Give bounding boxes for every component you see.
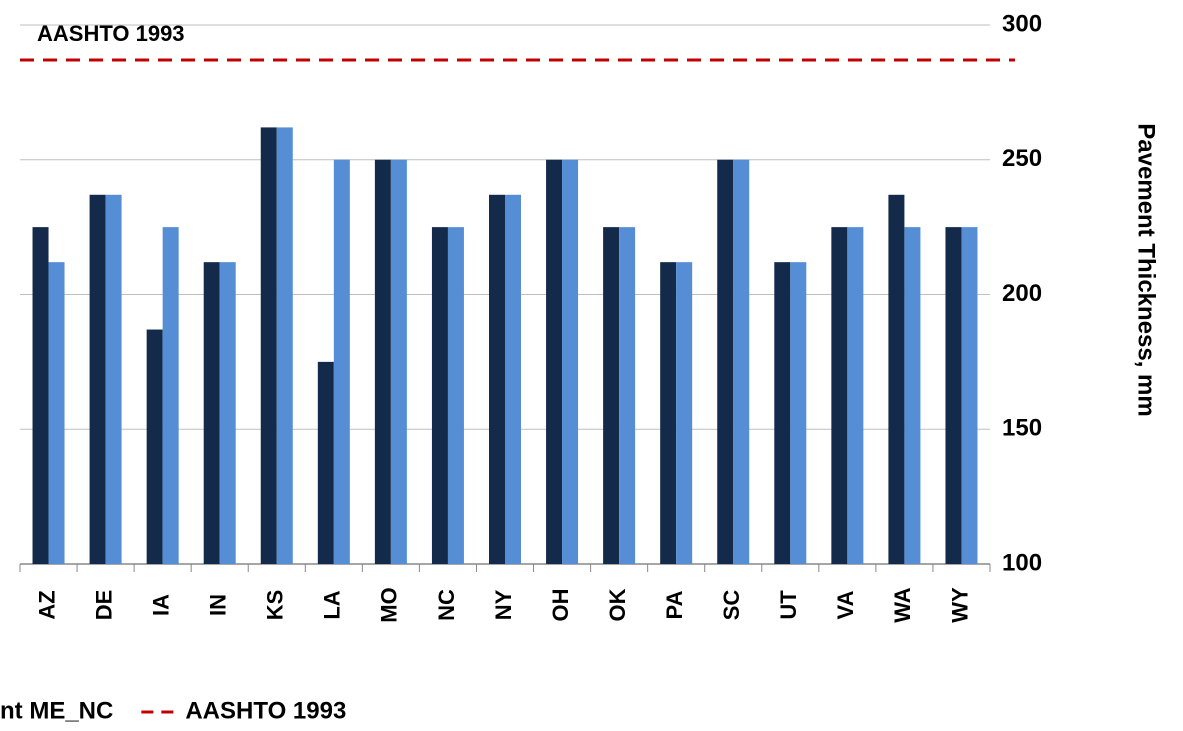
- bar: [146, 329, 163, 564]
- bar: [961, 227, 978, 564]
- x-tick-label: NY: [491, 589, 516, 620]
- x-tick-label: KS: [263, 590, 288, 621]
- y-tick-label: 200: [1002, 280, 1042, 307]
- x-tick-label: VA: [833, 590, 858, 619]
- y-axis-label: Pavement Thickness, mm: [1133, 123, 1160, 416]
- x-tick-label: WY: [947, 587, 972, 623]
- bar: [619, 227, 636, 564]
- bar: [717, 159, 734, 564]
- x-tick-label: LA: [320, 590, 345, 619]
- reference-label: AASHTO 1993: [37, 21, 185, 46]
- bar: [831, 227, 848, 564]
- x-tick-label: MO: [377, 587, 402, 622]
- bar: [546, 159, 563, 564]
- x-tick-label: DE: [91, 590, 116, 621]
- legend-label: nt ME_NC: [0, 697, 113, 724]
- bar: [774, 262, 791, 564]
- y-tick-label: 100: [1002, 549, 1042, 576]
- x-tick-label: SC: [719, 590, 744, 621]
- bar: [489, 194, 505, 564]
- x-tick-label: NC: [434, 589, 459, 621]
- bar: [390, 159, 407, 564]
- bar: [888, 194, 905, 564]
- bar: [260, 127, 277, 564]
- bar: [904, 227, 921, 564]
- bar: [660, 262, 677, 564]
- bar: [105, 194, 122, 564]
- y-tick-label: 150: [1002, 415, 1042, 442]
- x-tick-label: OK: [605, 588, 630, 621]
- bar: [790, 262, 807, 564]
- bar: [431, 227, 448, 564]
- bar: [374, 159, 391, 564]
- x-tick-label: AZ: [34, 590, 59, 619]
- bar: [562, 159, 579, 564]
- y-tick-label: 250: [1002, 145, 1042, 172]
- bar: [945, 227, 962, 564]
- bar: [603, 227, 620, 564]
- bar: [48, 262, 65, 564]
- bar: [847, 227, 864, 564]
- bar: [505, 194, 521, 564]
- x-tick-label: UT: [776, 590, 801, 620]
- bar: [203, 262, 220, 564]
- x-tick-label: OH: [548, 589, 573, 622]
- bar: [32, 227, 49, 564]
- bar: [276, 127, 293, 564]
- x-tick-label: WA: [890, 587, 915, 623]
- bar: [219, 262, 236, 564]
- bar: [447, 227, 464, 564]
- bar: [162, 227, 179, 564]
- x-tick-label: IN: [206, 594, 231, 616]
- bar: [333, 159, 350, 564]
- legend-label: AASHTO 1993: [185, 697, 346, 724]
- x-tick-label: IA: [148, 594, 173, 616]
- bar: [89, 194, 106, 564]
- x-tick-label: PA: [662, 590, 687, 619]
- bar: [317, 361, 334, 564]
- bar: [676, 262, 693, 564]
- bar: [733, 159, 750, 564]
- y-tick-label: 300: [1002, 10, 1042, 37]
